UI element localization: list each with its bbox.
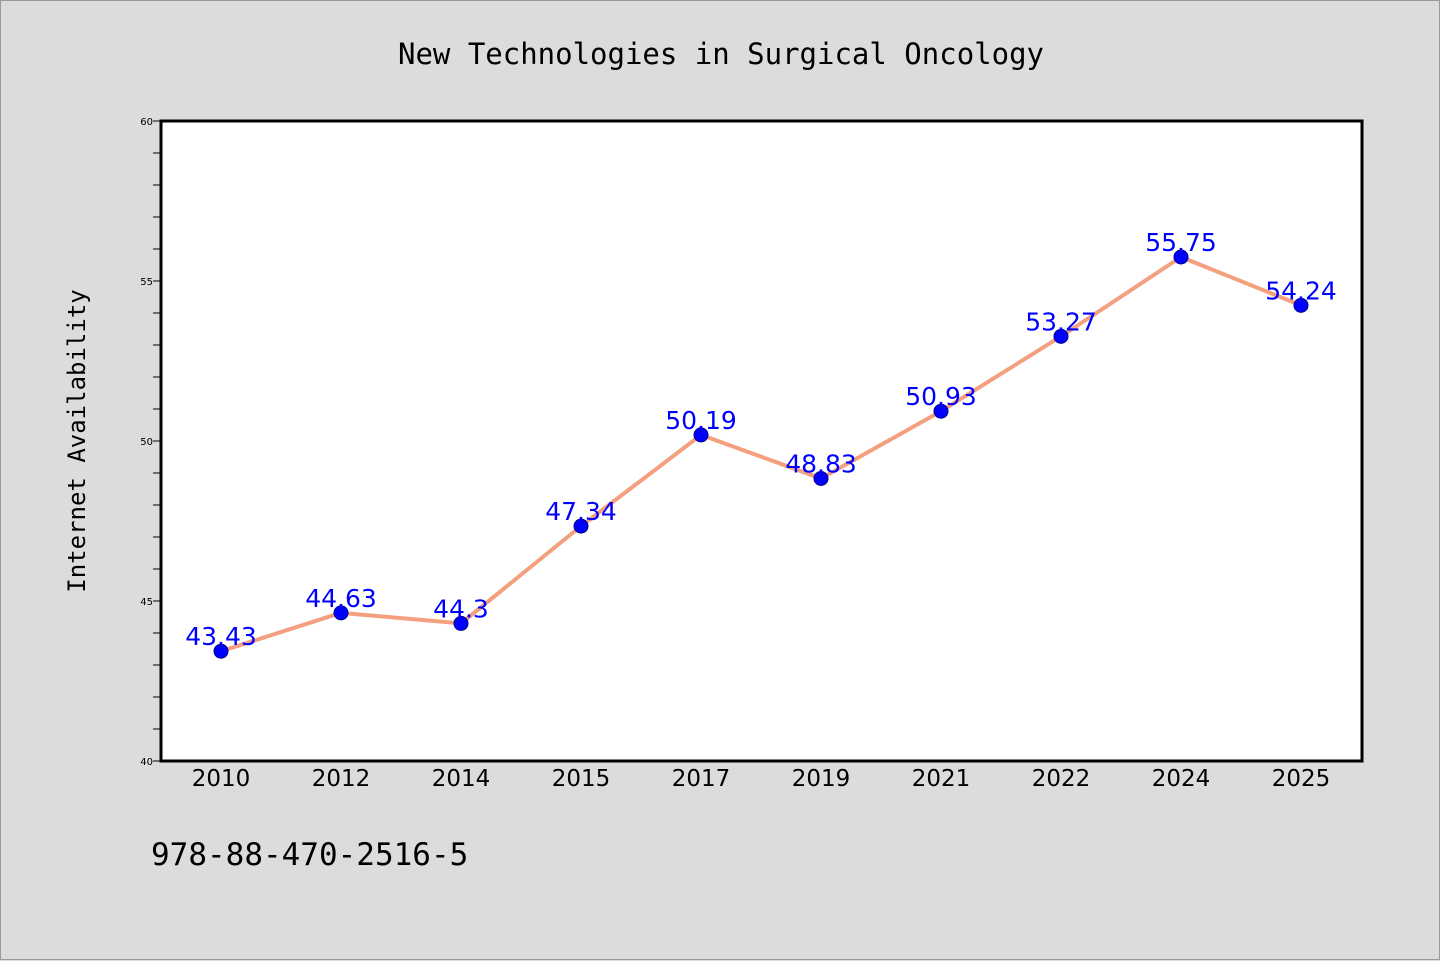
data-label: 44.63	[305, 584, 377, 613]
chart-title: New Technologies in Surgical Oncology	[398, 37, 1044, 71]
y-tick-label: 50	[140, 437, 153, 448]
x-tick-label: 2024	[1152, 766, 1211, 792]
x-tick-label: 2025	[1272, 766, 1331, 792]
x-tick-label: 2017	[672, 766, 731, 792]
x-tick-label: 2022	[1032, 766, 1091, 792]
data-label: 47.34	[545, 497, 617, 526]
data-label: 50.93	[905, 382, 977, 411]
data-point	[573, 518, 589, 534]
data-label: 53.27	[1025, 307, 1097, 336]
x-tick-label: 2014	[432, 766, 491, 792]
y-tick-label: 55	[140, 277, 153, 288]
data-label: 50.19	[665, 406, 737, 435]
x-tick-label: 2010	[192, 766, 251, 792]
data-label: 55.75	[1145, 228, 1217, 257]
data-point	[693, 427, 709, 443]
series-line	[220, 255, 1302, 654]
y-tick-label: 40	[140, 757, 153, 768]
series-layer	[213, 249, 1309, 659]
data-point	[213, 643, 229, 659]
y-axis-label: Internet Availability	[63, 289, 91, 592]
x-tick-label: 2021	[912, 766, 971, 792]
x-tick-label: 2012	[312, 766, 371, 792]
data-point	[933, 403, 949, 419]
x-tick-label: 2015	[552, 766, 611, 792]
plot-border	[159, 119, 1364, 763]
x-tick-labels: 2010 2012 2014 2015 2017 2019 2021 2022 2024 2025	[192, 766, 1331, 792]
data-point	[1293, 297, 1309, 313]
y-tick-labels: 40 45 50 55 60	[140, 117, 153, 768]
x-tick-label: 2019	[792, 766, 851, 792]
footer-code: 978-88-470-2516-5	[151, 837, 468, 873]
y-tick-label: 45	[140, 597, 153, 608]
data-label: 43.43	[185, 622, 257, 651]
data-point	[813, 470, 829, 486]
data-label: 44.3	[433, 594, 489, 623]
data-point	[1053, 328, 1069, 344]
y-tick-label: 60	[140, 117, 153, 128]
data-labels: 43.43 44.63 44.3 47.34 50.19 48.83 50.93 53.27 5…	[185, 228, 1337, 651]
data-label: 54.24	[1265, 276, 1337, 305]
data-point	[333, 605, 349, 621]
data-point	[453, 615, 469, 631]
plot-area	[161, 121, 1362, 761]
data-label: 48.83	[785, 449, 857, 478]
data-point	[1173, 249, 1189, 265]
